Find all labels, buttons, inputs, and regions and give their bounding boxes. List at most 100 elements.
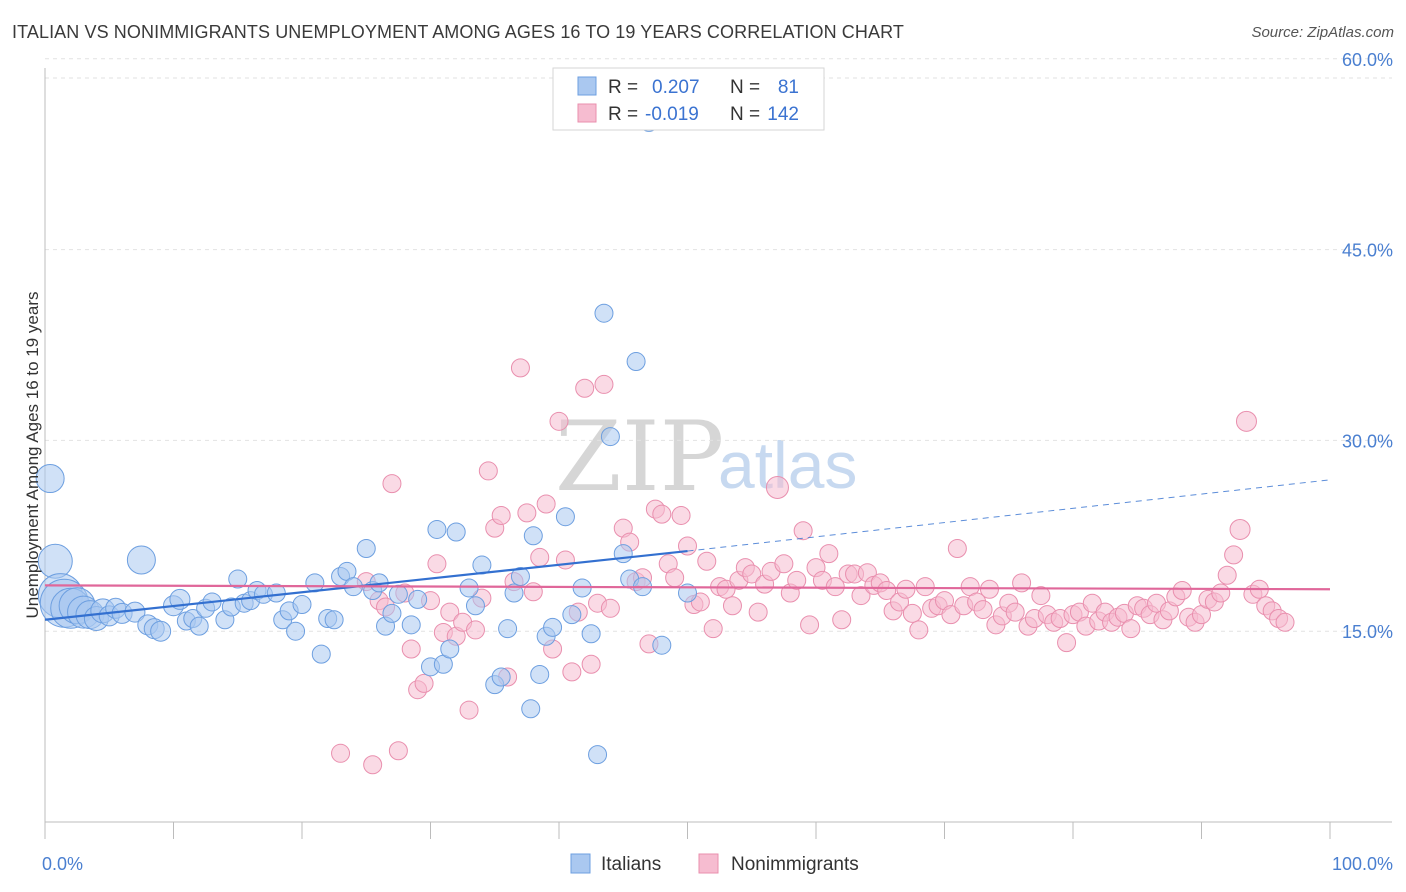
- axes: [44, 68, 1392, 839]
- italians-point: [324, 610, 344, 630]
- italians-point: [126, 545, 156, 575]
- nonimmigrants-point: [819, 544, 839, 564]
- nonimmigrants-point: [787, 570, 807, 590]
- nonimmigrants-point: [947, 539, 967, 559]
- italians-point: [427, 519, 447, 539]
- x-tick-label-end: 100.0%: [1332, 854, 1393, 874]
- nonimmigrants-point: [459, 700, 479, 720]
- nonimmigrants-point: [915, 577, 935, 597]
- nonimmigrants-point: [331, 743, 351, 763]
- italians-point: [189, 616, 209, 636]
- legend-n-label-2: N =: [730, 104, 760, 125]
- legend-swatch-italians: [577, 76, 597, 96]
- y-tick-label: 30.0%: [1342, 431, 1393, 451]
- nonimmigrants-point: [722, 596, 742, 616]
- nonimmigrants-point: [491, 505, 511, 525]
- italians-point: [459, 578, 479, 598]
- y-tick-label: 15.0%: [1342, 622, 1393, 642]
- grid-lines: [45, 58, 1392, 632]
- nonimmigrants-point: [465, 620, 485, 640]
- nonimmigrants-point: [851, 586, 871, 606]
- legend-r-value-1: 0.207: [652, 77, 700, 98]
- italians-point: [562, 605, 582, 625]
- nonimmigrants-point: [440, 602, 460, 622]
- italians-point: [626, 352, 646, 372]
- italians-point: [408, 589, 428, 609]
- italians-point: [37, 543, 73, 579]
- y-axis-label: Unemployment Among Ages 16 to 19 years: [23, 292, 42, 619]
- nonimmigrants-point: [774, 554, 794, 574]
- italians-point: [594, 303, 614, 323]
- nonimmigrants-point: [973, 600, 993, 620]
- italians-point: [510, 567, 530, 587]
- bottom-legend-swatch-italians: [570, 853, 591, 874]
- italians-point: [446, 522, 466, 542]
- correlation-legend: R = 0.207 N = 81 R = -0.019 N = 142: [552, 67, 825, 131]
- legend-n-value-1: 81: [778, 77, 799, 98]
- italians-point: [613, 544, 633, 564]
- italians-point: [356, 539, 376, 559]
- nonimmigrants-point: [652, 504, 672, 524]
- italians-point: [652, 635, 672, 655]
- legend-r-label-1: R =: [608, 77, 638, 98]
- italians-point: [292, 594, 312, 614]
- bottom-legend-italians: Italians: [601, 854, 661, 875]
- italians-point: [523, 526, 543, 546]
- nonimmigrants-point: [1031, 586, 1051, 606]
- nonimmigrants-point: [562, 662, 582, 682]
- italians-point: [228, 569, 248, 589]
- nonimmigrants-point: [832, 610, 852, 630]
- italians-point: [555, 507, 575, 527]
- bottom-legend-swatch-nonimmigrants: [698, 853, 719, 874]
- nonimmigrants-point: [1224, 545, 1244, 565]
- nonimmigrants-point: [427, 554, 447, 574]
- nonimmigrants-point: [388, 741, 408, 761]
- nonimmigrants-point: [793, 521, 813, 541]
- italians-point: [521, 699, 541, 719]
- source-label: Source: ZipAtlas.com: [1251, 24, 1394, 41]
- nonimmigrants-point: [665, 568, 685, 588]
- italians-point: [678, 583, 697, 603]
- nonimmigrants-point: [902, 603, 922, 623]
- chart-title: ITALIAN VS NONIMMIGRANTS UNEMPLOYMENT AM…: [12, 22, 904, 42]
- nonimmigrants-point: [414, 673, 434, 693]
- italians-point: [286, 621, 306, 641]
- italians-point: [35, 464, 65, 494]
- nonimmigrants-point: [536, 494, 556, 514]
- watermark-zip: ZIP: [555, 401, 724, 513]
- nonimmigrants-point: [1235, 410, 1257, 432]
- y-tick-label: 45.0%: [1342, 241, 1393, 261]
- nonimmigrants-point: [1211, 583, 1231, 603]
- nonimmigrants-trend-line: [44, 584, 1331, 591]
- legend-n-value-2: 142: [767, 104, 799, 125]
- italians-point: [311, 644, 331, 664]
- nonimmigrants-point: [697, 551, 717, 571]
- nonimmigrants-point: [382, 474, 402, 494]
- x-tick-label-start: 0.0%: [42, 854, 83, 874]
- nonimmigrants-point: [523, 582, 543, 602]
- nonimmigrants-point: [478, 461, 498, 481]
- nonimmigrants-point: [1057, 633, 1077, 653]
- nonimmigrants-point: [594, 374, 614, 394]
- nonimmigrants-point: [530, 547, 550, 567]
- italians-points: [35, 112, 697, 765]
- bottom-legend-nonimmigrants: Nonimmigrants: [731, 854, 859, 875]
- italians-point: [581, 624, 601, 644]
- italians-point: [600, 427, 620, 447]
- nonimmigrants-point: [363, 755, 383, 775]
- nonimmigrants-point: [671, 505, 691, 525]
- nonimmigrants-point: [1172, 580, 1192, 600]
- nonimmigrants-point: [510, 358, 530, 378]
- italians-point: [388, 584, 408, 604]
- nonimmigrants-point: [877, 580, 897, 600]
- italians-point: [382, 603, 402, 623]
- italians-point: [440, 639, 460, 659]
- italians-point: [498, 619, 518, 639]
- legend-swatch-nonimmigrants: [577, 103, 597, 123]
- nonimmigrants-point: [800, 615, 820, 635]
- nonimmigrants-point: [517, 503, 537, 523]
- italians-point: [530, 664, 550, 684]
- italians-point: [150, 620, 172, 642]
- nonimmigrants-point: [748, 602, 768, 622]
